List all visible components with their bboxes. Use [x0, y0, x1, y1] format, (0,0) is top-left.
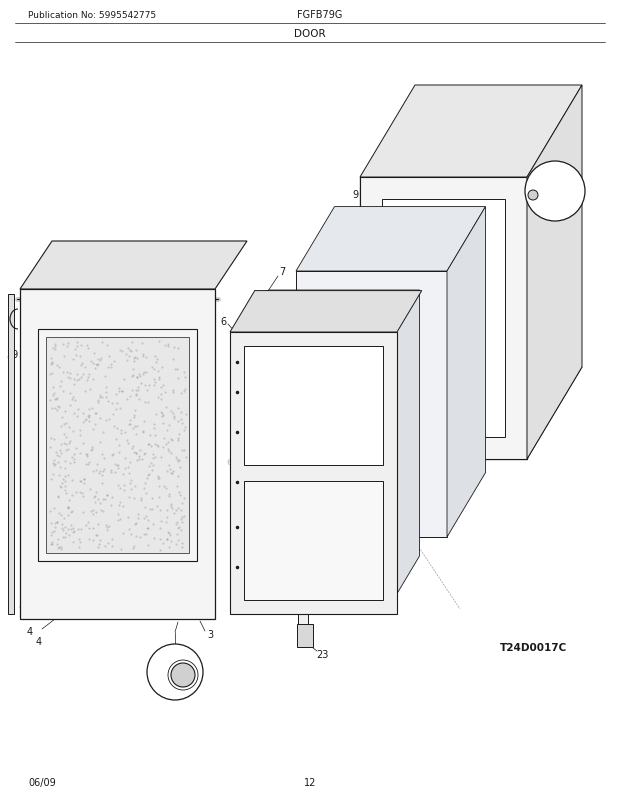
Text: FGFB79G: FGFB79G — [298, 10, 343, 20]
Text: 4: 4 — [27, 626, 33, 636]
Text: 6: 6 — [220, 317, 226, 326]
Text: 12: 12 — [304, 777, 316, 787]
Polygon shape — [241, 290, 420, 337]
Text: 3: 3 — [207, 630, 213, 639]
Text: T24D0017C: T24D0017C — [500, 642, 567, 652]
Text: 39: 39 — [6, 350, 18, 359]
Polygon shape — [298, 539, 308, 630]
Polygon shape — [244, 346, 383, 465]
Polygon shape — [20, 241, 247, 290]
Text: 7: 7 — [279, 267, 285, 277]
Polygon shape — [360, 178, 527, 460]
Polygon shape — [297, 624, 313, 647]
Polygon shape — [142, 353, 156, 373]
Polygon shape — [382, 200, 505, 437]
Polygon shape — [241, 337, 392, 602]
Polygon shape — [230, 291, 422, 333]
Polygon shape — [360, 86, 582, 178]
Polygon shape — [230, 333, 397, 614]
Polygon shape — [46, 338, 189, 553]
Text: 12: 12 — [452, 150, 464, 160]
Circle shape — [525, 162, 585, 221]
Text: 52: 52 — [72, 302, 84, 312]
Text: 06/09: 06/09 — [28, 777, 56, 787]
Text: eReplacementParts.com: eReplacementParts.com — [227, 456, 353, 467]
Polygon shape — [392, 290, 420, 602]
Polygon shape — [20, 290, 215, 619]
Text: 8: 8 — [402, 444, 408, 455]
Polygon shape — [296, 272, 447, 537]
Polygon shape — [143, 248, 153, 358]
Polygon shape — [527, 86, 582, 460]
Polygon shape — [38, 330, 197, 561]
Text: 17: 17 — [309, 247, 321, 257]
Text: Publication No: 5995542775: Publication No: 5995542775 — [28, 10, 156, 19]
Circle shape — [528, 191, 538, 200]
Text: 23: 23 — [316, 649, 328, 659]
Text: 9: 9 — [352, 190, 358, 200]
Polygon shape — [447, 208, 485, 537]
Polygon shape — [296, 208, 485, 272]
Text: 23: 23 — [162, 253, 174, 263]
Circle shape — [171, 663, 195, 687]
Circle shape — [147, 644, 203, 700]
Text: DOOR: DOOR — [294, 29, 326, 39]
Text: 10: 10 — [523, 176, 535, 186]
Text: 8: 8 — [390, 463, 396, 472]
Text: 4: 4 — [36, 636, 42, 646]
Text: 60B: 60B — [148, 673, 166, 682]
Polygon shape — [8, 294, 14, 614]
Polygon shape — [244, 481, 383, 600]
